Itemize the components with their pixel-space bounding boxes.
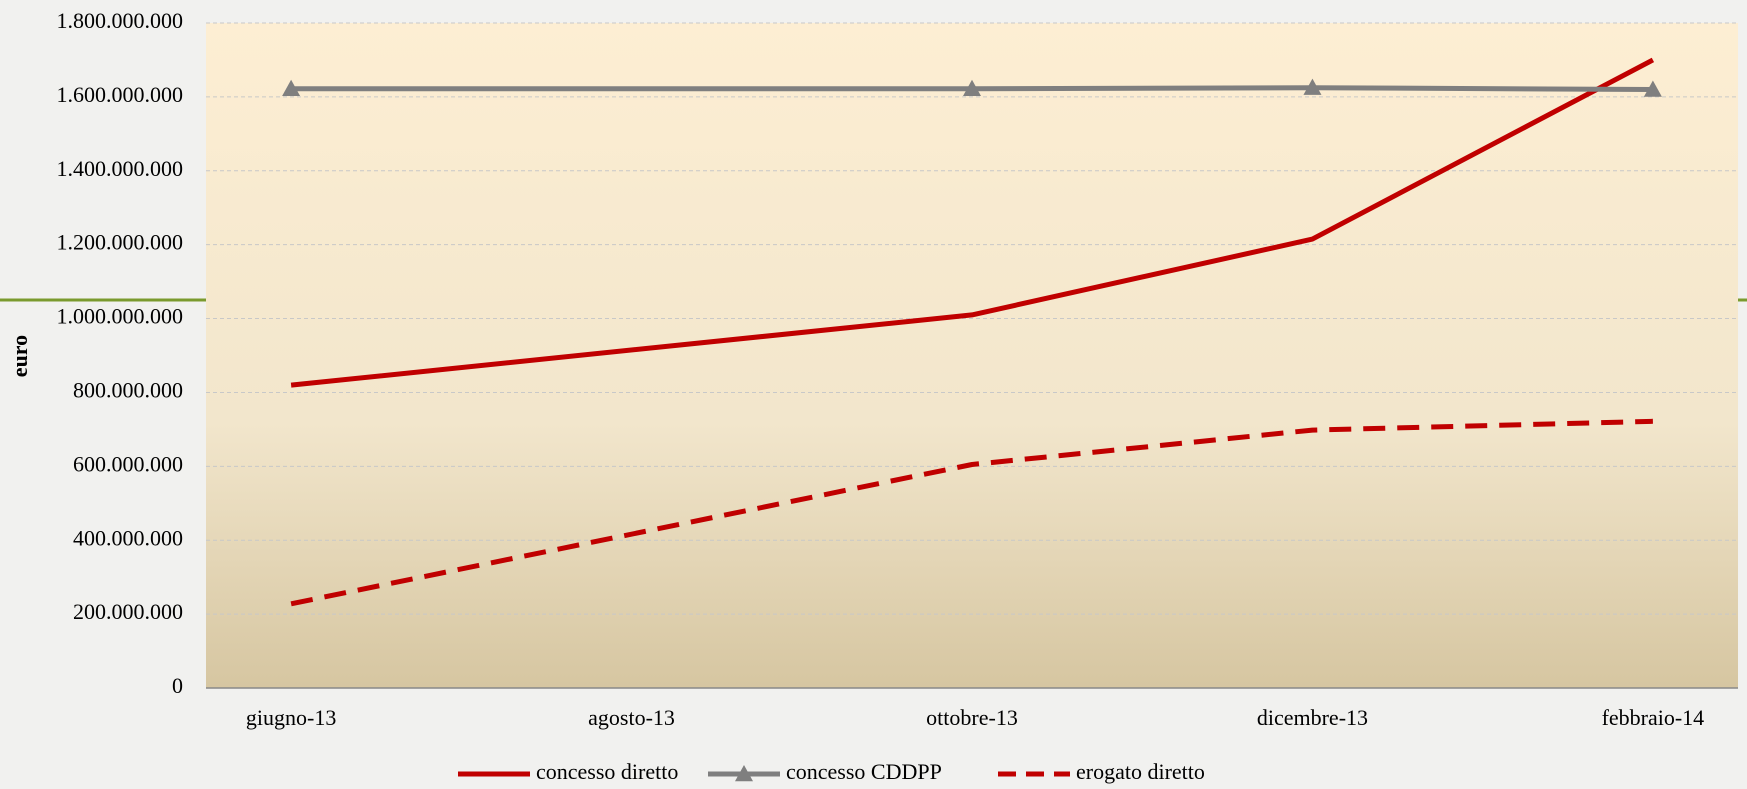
- x-tick-label: giugno-13: [246, 705, 336, 730]
- y-axis-label: euro: [7, 335, 32, 377]
- series-line: [290, 418, 1653, 607]
- legend-marker: [735, 765, 753, 782]
- series-line: [290, 57, 1655, 388]
- series-marker: [282, 79, 301, 96]
- y-tick-label: 1.600.000.000: [57, 82, 184, 107]
- y-tick-label: 200.000.000: [73, 599, 183, 624]
- y-tick-label: 0: [172, 673, 183, 698]
- y-tick-label: 1.800.000.000: [57, 8, 184, 33]
- y-tick-label: 1.400.000.000: [57, 156, 184, 181]
- legend-label: erogato diretto: [1076, 759, 1205, 784]
- y-tick-label: 1.000.000.000: [57, 304, 184, 329]
- x-tick-label: febbraio-14: [1602, 705, 1705, 730]
- x-tick-label: dicembre-13: [1257, 705, 1368, 730]
- plot-area: [206, 23, 1738, 688]
- legend-label: concesso diretto: [536, 759, 678, 784]
- y-tick-label: 600.000.000: [73, 451, 183, 476]
- series-marker: [1643, 80, 1662, 97]
- series-line: [291, 85, 1653, 92]
- y-tick-label: 1.200.000.000: [57, 230, 184, 255]
- legend-label: concesso CDDPP: [786, 759, 942, 784]
- y-tick-label: 800.000.000: [73, 377, 183, 402]
- x-tick-label: ottobre-13: [926, 705, 1018, 730]
- series-marker: [1303, 78, 1322, 95]
- y-tick-label: 400.000.000: [73, 525, 183, 550]
- series-marker: [963, 79, 981, 96]
- x-tick-label: agosto-13: [588, 705, 675, 730]
